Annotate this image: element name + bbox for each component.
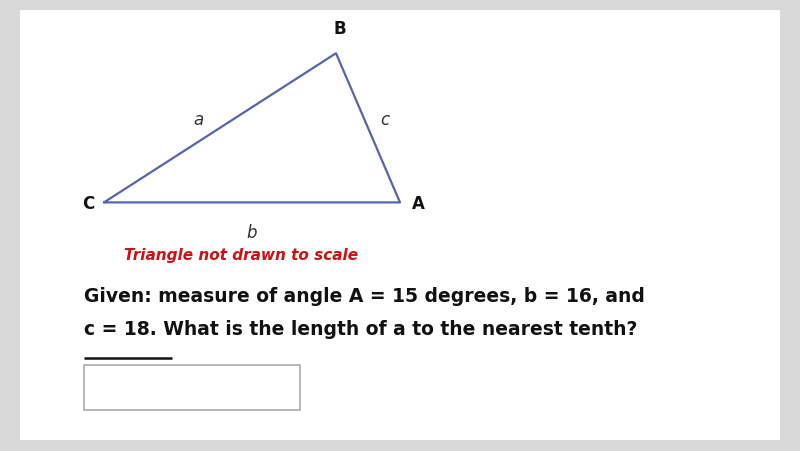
Text: Triangle not drawn to scale: Triangle not drawn to scale	[124, 247, 358, 262]
Text: C: C	[82, 195, 94, 213]
Text: A: A	[412, 195, 425, 213]
Text: a: a	[194, 110, 204, 129]
Text: c = 18. What is the length of a to the nearest tenth?: c = 18. What is the length of a to the n…	[84, 320, 638, 339]
Text: B: B	[334, 20, 346, 38]
Text: Given: measure of angle A = 15 degrees, b = 16, and: Given: measure of angle A = 15 degrees, …	[84, 286, 645, 305]
Text: b: b	[246, 223, 258, 241]
Bar	[84, 365, 300, 410]
Text: c: c	[380, 110, 389, 129]
